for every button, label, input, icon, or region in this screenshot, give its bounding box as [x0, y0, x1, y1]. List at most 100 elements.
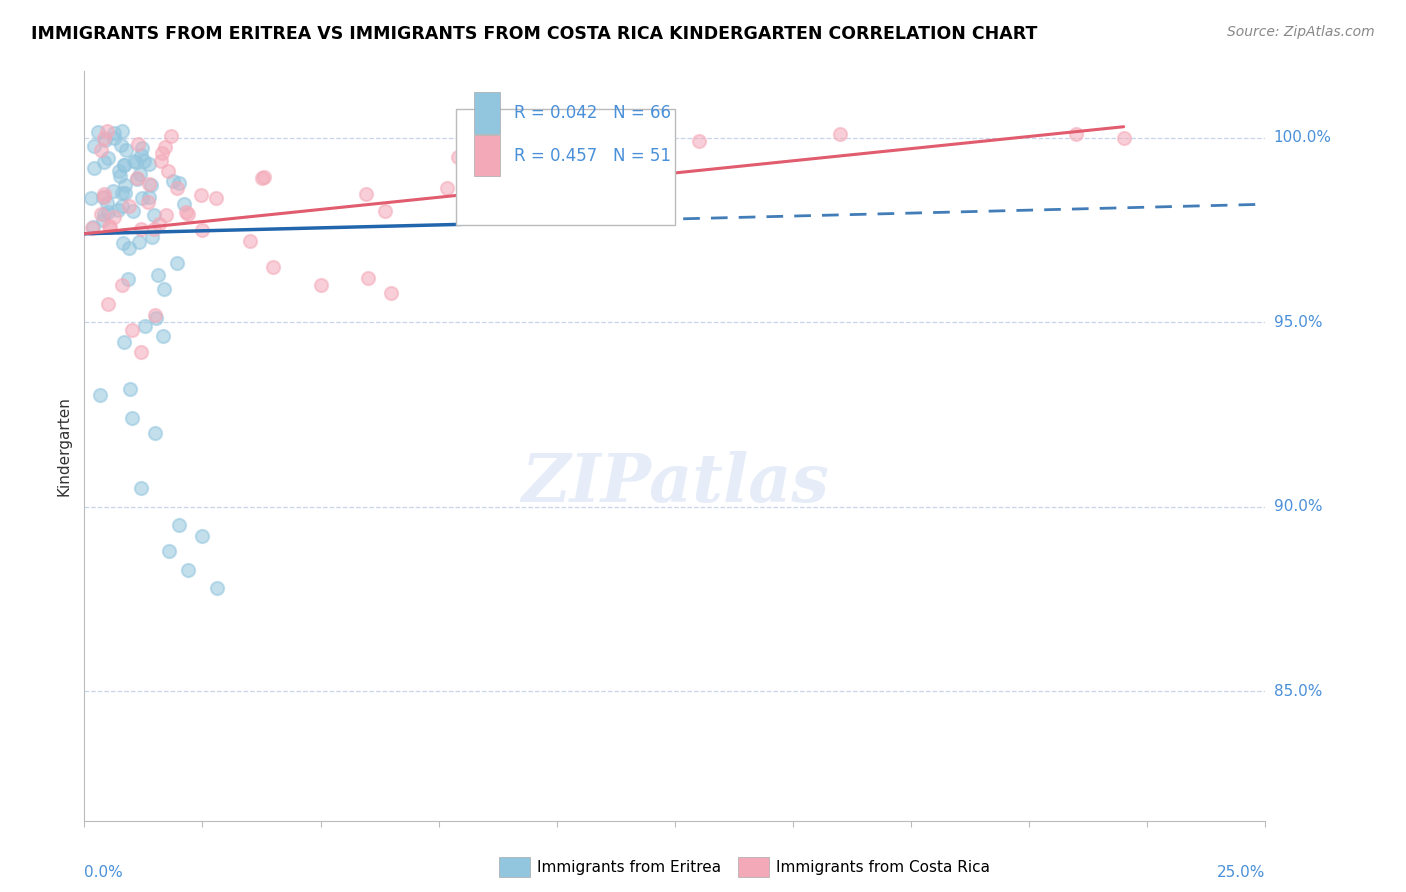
Point	[98, 219, 121, 234]
Point	[111, 198, 134, 212]
Point	[166, 180, 188, 194]
Point	[90, 143, 112, 157]
Point	[129, 344, 152, 359]
Point	[145, 310, 167, 325]
Point	[191, 223, 214, 237]
Text: 85.0%: 85.0%	[1274, 684, 1322, 699]
Point	[239, 234, 262, 248]
Point	[93, 133, 115, 147]
Point	[87, 125, 110, 139]
Point	[90, 207, 112, 221]
Point	[82, 219, 104, 234]
Point	[152, 282, 174, 296]
Point	[112, 235, 135, 250]
Point	[166, 255, 188, 269]
Point	[117, 272, 139, 286]
Text: Source: ZipAtlas.com: Source: ZipAtlas.com	[1227, 25, 1375, 39]
Point	[103, 184, 125, 198]
Point	[380, 285, 402, 300]
Point	[93, 130, 115, 145]
Point	[93, 155, 115, 169]
Point	[110, 138, 132, 153]
Point	[111, 278, 134, 293]
Point	[148, 268, 170, 282]
Text: 95.0%: 95.0%	[1274, 315, 1322, 330]
Bar	[474, 93, 501, 134]
Point	[80, 191, 103, 205]
Point	[436, 181, 458, 195]
Text: IMMIGRANTS FROM ERITREA VS IMMIGRANTS FROM COSTA RICA KINDERGARTEN CORRELATION C: IMMIGRANTS FROM ERITREA VS IMMIGRANTS FR…	[31, 25, 1038, 43]
Point	[125, 171, 148, 186]
Point	[93, 190, 115, 204]
Text: 25.0%: 25.0%	[1218, 865, 1265, 880]
Point	[103, 210, 125, 224]
Point	[252, 171, 274, 186]
Point	[108, 164, 131, 178]
Text: ZIPatlas: ZIPatlas	[522, 451, 828, 516]
Point	[143, 426, 166, 441]
Text: Immigrants from Eritrea: Immigrants from Eritrea	[537, 860, 721, 874]
Point	[103, 127, 125, 141]
Point	[108, 169, 131, 184]
Point	[148, 217, 170, 231]
Point	[447, 150, 470, 164]
FancyBboxPatch shape	[457, 109, 675, 225]
Point	[114, 178, 136, 192]
Point	[93, 207, 115, 221]
Point	[112, 158, 135, 172]
Point	[121, 323, 143, 337]
Point	[253, 169, 276, 184]
Point	[103, 131, 125, 145]
Point	[127, 136, 149, 151]
Point	[122, 203, 145, 218]
Point	[111, 186, 134, 200]
Point	[142, 208, 165, 222]
Point	[98, 219, 121, 233]
Point	[134, 154, 156, 169]
Point	[153, 140, 176, 154]
Point	[107, 203, 129, 218]
Point	[177, 563, 200, 577]
Text: 100.0%: 100.0%	[1274, 130, 1331, 145]
Text: Immigrants from Costa Rica: Immigrants from Costa Rica	[776, 860, 990, 874]
Point	[138, 178, 160, 192]
Point	[191, 529, 214, 543]
Point	[309, 278, 332, 293]
Point	[91, 189, 114, 203]
Point	[688, 135, 710, 149]
Point	[150, 146, 173, 161]
Point	[149, 153, 172, 168]
Point	[89, 388, 111, 402]
Point	[131, 141, 153, 155]
Point	[155, 208, 177, 222]
Point	[134, 319, 156, 334]
Text: 90.0%: 90.0%	[1274, 500, 1322, 515]
Point	[157, 544, 180, 558]
Point	[114, 186, 136, 201]
Point	[354, 187, 377, 202]
Point	[174, 205, 197, 219]
Point	[93, 187, 115, 202]
Point	[374, 203, 396, 218]
Point	[138, 190, 160, 204]
Point	[143, 308, 166, 322]
Point	[118, 199, 141, 213]
Point	[125, 155, 148, 169]
Point	[128, 167, 150, 181]
Text: R = 0.457   N = 51: R = 0.457 N = 51	[515, 146, 671, 165]
Point	[156, 164, 179, 178]
Point	[169, 177, 191, 191]
Point	[115, 143, 138, 157]
Point	[118, 241, 141, 255]
Point	[120, 382, 142, 396]
Point	[830, 127, 852, 141]
Bar	[474, 135, 501, 177]
Point	[122, 153, 145, 168]
Point	[131, 191, 153, 205]
Point	[96, 124, 118, 138]
Point	[205, 581, 228, 595]
Point	[91, 213, 114, 227]
Point	[142, 222, 165, 236]
Point	[82, 220, 104, 235]
Point	[205, 192, 228, 206]
